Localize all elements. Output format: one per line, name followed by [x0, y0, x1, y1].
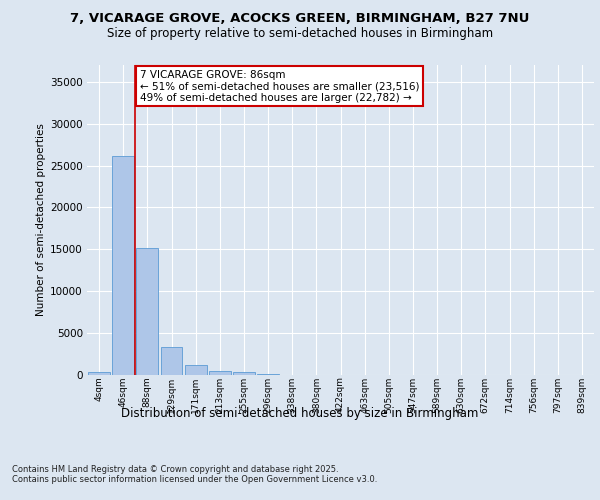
- Text: Size of property relative to semi-detached houses in Birmingham: Size of property relative to semi-detach…: [107, 28, 493, 40]
- Bar: [233, 372, 255, 375]
- Text: Distribution of semi-detached houses by size in Birmingham: Distribution of semi-detached houses by …: [121, 408, 479, 420]
- Text: 7 VICARAGE GROVE: 86sqm
← 51% of semi-detached houses are smaller (23,516)
49% o: 7 VICARAGE GROVE: 86sqm ← 51% of semi-de…: [140, 70, 419, 103]
- Bar: [88, 372, 110, 375]
- Bar: [209, 371, 230, 375]
- Text: Contains HM Land Registry data © Crown copyright and database right 2025.
Contai: Contains HM Land Registry data © Crown c…: [12, 465, 377, 484]
- Bar: [136, 248, 158, 375]
- Bar: [112, 156, 134, 375]
- Bar: [185, 365, 206, 375]
- Text: 7, VICARAGE GROVE, ACOCKS GREEN, BIRMINGHAM, B27 7NU: 7, VICARAGE GROVE, ACOCKS GREEN, BIRMING…: [70, 12, 530, 26]
- Bar: [257, 374, 279, 375]
- Y-axis label: Number of semi-detached properties: Number of semi-detached properties: [36, 124, 46, 316]
- Bar: [161, 348, 182, 375]
